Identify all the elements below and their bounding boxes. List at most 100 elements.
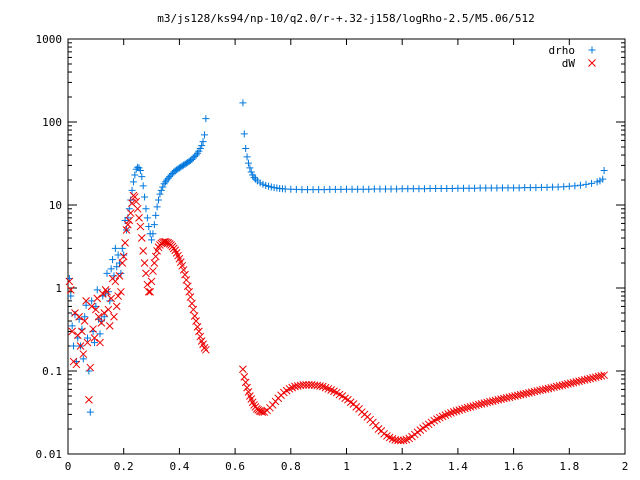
x-tick-label: 1.8	[559, 460, 579, 473]
dW-point	[75, 312, 83, 321]
drho-point	[139, 182, 147, 190]
x-tick-label: 1.4	[448, 460, 468, 473]
dW-point	[137, 234, 146, 242]
dW-point	[112, 302, 121, 311]
drho-point	[196, 144, 204, 152]
dW-point	[458, 405, 466, 414]
drho-point	[86, 408, 94, 416]
drho-point	[109, 256, 117, 264]
dW-point	[179, 266, 188, 274]
dW-point	[394, 436, 402, 445]
drho-point	[153, 203, 161, 211]
dW-point	[114, 292, 122, 300]
dW-point	[140, 259, 149, 267]
drho-point	[131, 171, 139, 179]
dW-point	[181, 270, 189, 279]
chart-title: m3/js128/ks94/np-10/q2.0/r-+.32-j158/log…	[157, 12, 535, 25]
dW-point	[133, 204, 142, 213]
drho-point	[113, 263, 121, 271]
drho-point	[93, 286, 101, 294]
drho-point	[117, 269, 125, 277]
drho-point	[70, 342, 78, 350]
dW-point	[185, 287, 194, 296]
legend-marker-drho	[588, 46, 596, 54]
dW-point	[178, 261, 187, 270]
dW-point	[124, 220, 132, 229]
drho-point	[571, 182, 579, 190]
dW-point	[196, 332, 205, 341]
x-tick-label: 0.4	[169, 460, 189, 473]
drho-point	[576, 181, 584, 189]
dW-point	[600, 371, 608, 380]
dW-point	[182, 276, 191, 284]
legend-marker-dW	[588, 59, 596, 67]
dW-point	[119, 252, 128, 261]
dW-point	[144, 287, 153, 296]
dW-point	[447, 409, 455, 417]
dW-point	[125, 216, 134, 225]
dW-point	[68, 327, 77, 336]
dW-point	[122, 226, 131, 234]
drho-point	[68, 322, 76, 330]
dW-point	[239, 365, 247, 374]
drho-point	[128, 186, 136, 194]
dW-point	[202, 345, 210, 354]
dW-point	[318, 382, 327, 391]
dW-point	[151, 252, 160, 261]
dW-point	[91, 305, 100, 314]
drho-point	[600, 167, 608, 175]
drho-point	[81, 313, 89, 321]
dW-point	[188, 299, 196, 308]
drho-point	[110, 272, 118, 280]
drho-point	[145, 223, 153, 231]
dW-point	[100, 309, 109, 317]
dW-point	[241, 378, 250, 387]
drho-point	[582, 180, 590, 188]
drho-point	[202, 115, 210, 123]
drho-point	[106, 297, 114, 305]
dW-point	[189, 305, 198, 314]
drho-point	[198, 142, 206, 150]
drho-point	[96, 330, 104, 338]
drho-point	[100, 313, 108, 321]
dW-point	[143, 280, 152, 289]
dW-point	[89, 325, 97, 333]
dW-point	[452, 407, 461, 415]
dW-point	[243, 383, 251, 392]
drho-point	[82, 301, 90, 309]
drho-point	[92, 302, 100, 310]
drho-point	[155, 196, 163, 204]
drho-point	[192, 151, 200, 159]
dW-point	[118, 259, 127, 267]
dW-point	[98, 290, 107, 298]
dW-point	[85, 395, 93, 404]
dW-point	[135, 214, 143, 222]
drho-point	[83, 334, 91, 342]
dW-point	[193, 323, 202, 331]
drho-point	[156, 190, 164, 198]
drho-point	[200, 131, 208, 139]
dW-point	[65, 277, 74, 286]
y-tick-label: 1	[55, 282, 62, 295]
drho-point	[150, 221, 158, 229]
dW-point	[244, 388, 253, 396]
legend-label-drho: drho	[549, 44, 576, 57]
dW-point	[268, 401, 277, 409]
dW-point	[107, 294, 116, 303]
dW-point	[126, 209, 135, 217]
dW-point	[79, 350, 88, 358]
dW-point	[461, 404, 469, 413]
dW-point	[195, 327, 203, 336]
dW-point	[110, 312, 118, 321]
axes: 0 0.2 0.4 0.6 0.8 1 1.2 1.4 1.6 1.8 2 0.01 0.1 1 10 100…	[36, 33, 629, 473]
y-tick-label: 0.1	[42, 365, 62, 378]
drho-point	[239, 99, 247, 107]
dW-point	[150, 259, 159, 267]
drho-point	[79, 355, 87, 363]
dW-point	[302, 381, 310, 389]
dW-point	[388, 435, 397, 443]
drho-point	[240, 130, 248, 138]
dW-point	[316, 382, 324, 390]
dW-point	[444, 410, 453, 418]
